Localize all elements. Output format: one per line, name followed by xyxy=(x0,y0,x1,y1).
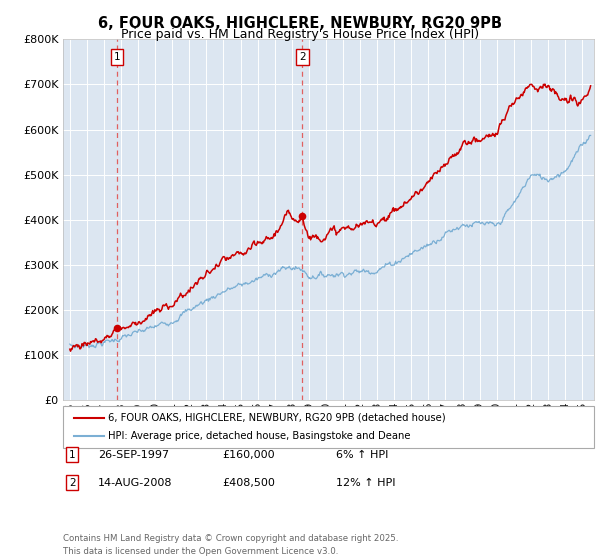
Text: Price paid vs. HM Land Registry's House Price Index (HPI): Price paid vs. HM Land Registry's House … xyxy=(121,28,479,41)
Text: 1: 1 xyxy=(69,450,76,460)
Text: 6% ↑ HPI: 6% ↑ HPI xyxy=(336,450,388,460)
Text: 26-SEP-1997: 26-SEP-1997 xyxy=(98,450,169,460)
Text: 12% ↑ HPI: 12% ↑ HPI xyxy=(336,478,395,488)
Text: £408,500: £408,500 xyxy=(222,478,275,488)
Text: Contains HM Land Registry data © Crown copyright and database right 2025.
This d: Contains HM Land Registry data © Crown c… xyxy=(63,534,398,556)
Text: 2: 2 xyxy=(69,478,76,488)
Text: 6, FOUR OAKS, HIGHCLERE, NEWBURY, RG20 9PB: 6, FOUR OAKS, HIGHCLERE, NEWBURY, RG20 9… xyxy=(98,16,502,31)
Text: 2: 2 xyxy=(299,52,305,62)
Text: £160,000: £160,000 xyxy=(222,450,275,460)
Text: 6, FOUR OAKS, HIGHCLERE, NEWBURY, RG20 9PB (detached house): 6, FOUR OAKS, HIGHCLERE, NEWBURY, RG20 9… xyxy=(108,413,446,423)
Text: 14-AUG-2008: 14-AUG-2008 xyxy=(98,478,172,488)
Text: HPI: Average price, detached house, Basingstoke and Deane: HPI: Average price, detached house, Basi… xyxy=(108,431,410,441)
Text: 1: 1 xyxy=(113,52,120,62)
